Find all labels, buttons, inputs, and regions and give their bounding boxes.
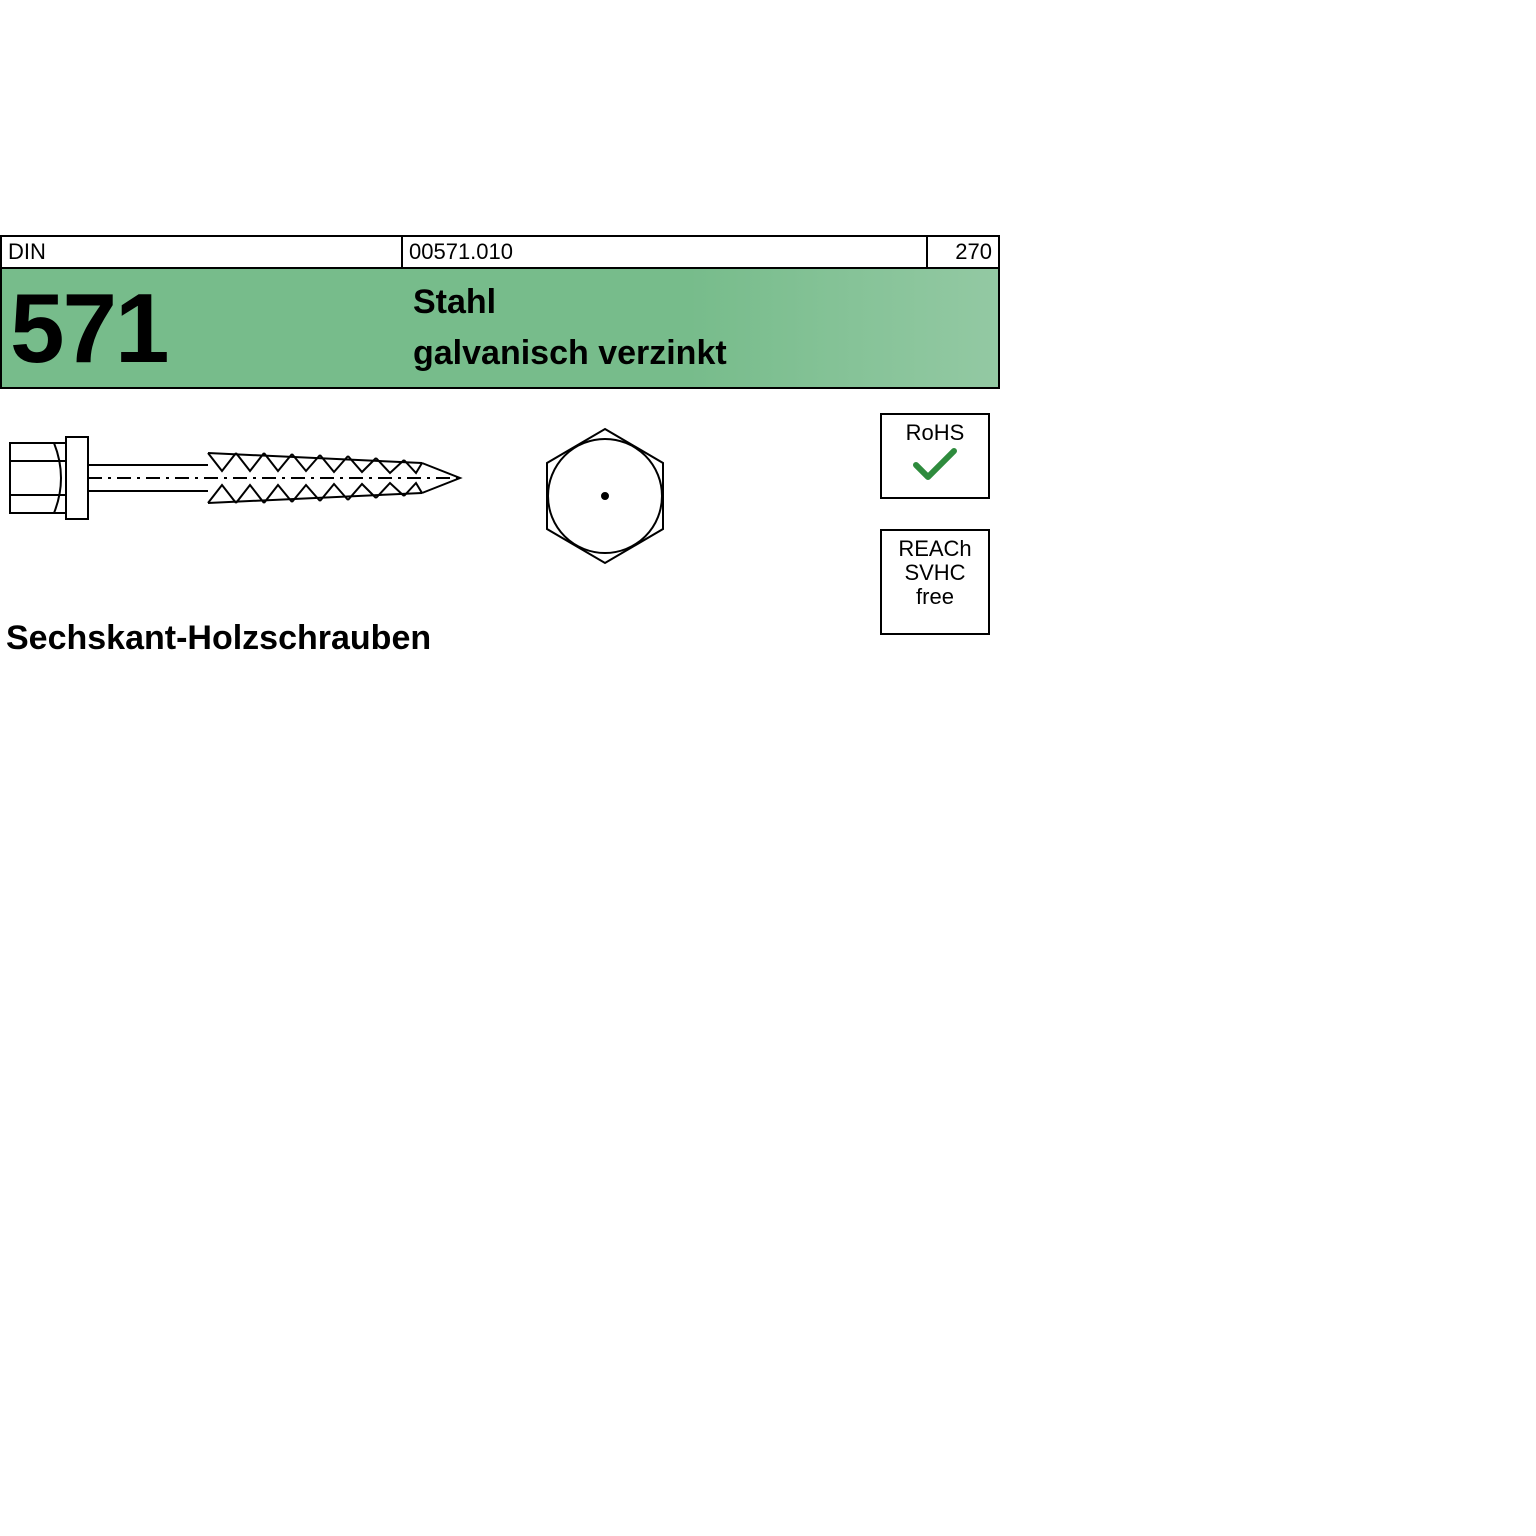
- rohs-badge: RoHS: [880, 413, 990, 499]
- material-cell: Stahl galvanisch verzinkt: [403, 269, 998, 387]
- reach-line1: REACh: [886, 537, 984, 561]
- diagram-area: Sechskant-Holzschrauben RoHS REACh SVHC …: [0, 389, 1000, 729]
- rohs-label: RoHS: [886, 421, 984, 445]
- reach-badge: REACh SVHC free: [880, 529, 990, 635]
- reach-line3: free: [886, 585, 984, 609]
- header-row: DIN 00571.010 270: [0, 235, 1000, 267]
- finish: galvanisch verzinkt: [413, 334, 988, 373]
- reach-line2: SVHC: [886, 561, 984, 585]
- screw-side-view-icon: [8, 423, 478, 543]
- standard-number-cell: 571: [2, 269, 403, 387]
- header-code: 00571.010: [403, 237, 928, 267]
- check-icon: [912, 447, 958, 483]
- hex-head-front-icon: [530, 421, 680, 571]
- datasheet-card: DIN 00571.010 270 571 Stahl galvanisch v…: [0, 235, 1000, 729]
- material: Stahl: [413, 283, 988, 322]
- standard-band: 571 Stahl galvanisch verzinkt: [0, 267, 1000, 389]
- header-page: 270: [928, 237, 998, 267]
- standard-number: 571: [10, 272, 168, 385]
- header-din-label: DIN: [2, 237, 403, 267]
- product-title: Sechskant-Holzschrauben: [6, 619, 431, 658]
